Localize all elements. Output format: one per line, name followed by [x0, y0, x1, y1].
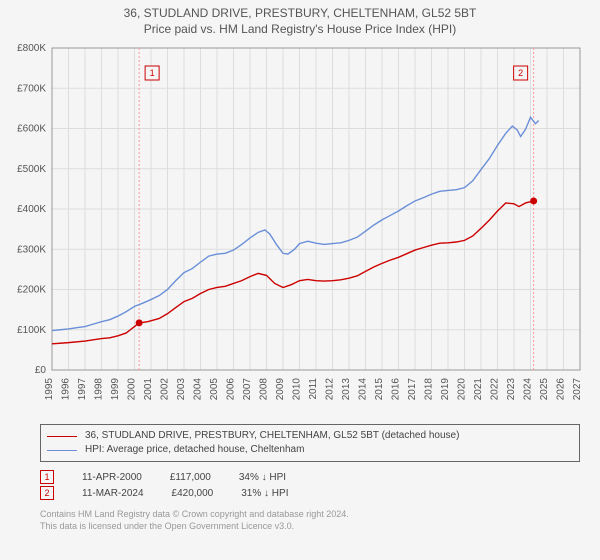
chart-subtitle: Price paid vs. HM Land Registry's House …: [0, 22, 600, 36]
svg-text:2004: 2004: [193, 378, 204, 401]
svg-text:1998: 1998: [94, 378, 105, 401]
svg-text:2017: 2017: [407, 378, 418, 401]
svg-text:2022: 2022: [490, 378, 501, 401]
svg-text:2008: 2008: [259, 378, 270, 401]
svg-text:2003: 2003: [176, 378, 187, 401]
event-row: 1 11-APR-2000 £117,000 34% ↓ HPI: [40, 470, 580, 484]
svg-text:2: 2: [518, 68, 523, 78]
svg-text:£200K: £200K: [17, 285, 46, 296]
svg-text:2024: 2024: [523, 378, 534, 401]
svg-text:2025: 2025: [539, 378, 550, 401]
event-price: £420,000: [172, 488, 214, 499]
event-date: 11-APR-2000: [82, 472, 142, 483]
svg-text:2000: 2000: [127, 378, 138, 401]
event-marker-icon: 2: [40, 486, 54, 500]
svg-text:£300K: £300K: [17, 244, 46, 255]
svg-text:2014: 2014: [358, 378, 369, 401]
legend-swatch: [47, 450, 77, 451]
legend: 36, STUDLAND DRIVE, PRESTBURY, CHELTENHA…: [40, 424, 580, 462]
svg-text:1999: 1999: [110, 378, 121, 401]
event-marker-icon: 1: [40, 470, 54, 484]
svg-text:1995: 1995: [44, 378, 55, 401]
svg-text:2016: 2016: [391, 378, 402, 401]
svg-text:2020: 2020: [457, 378, 468, 401]
svg-text:1996: 1996: [61, 378, 72, 401]
svg-text:1997: 1997: [77, 378, 88, 401]
svg-text:2027: 2027: [572, 378, 583, 401]
svg-text:2023: 2023: [506, 378, 517, 401]
footnote: Contains HM Land Registry data © Crown c…: [40, 508, 580, 532]
svg-text:2019: 2019: [440, 378, 451, 401]
svg-text:£0: £0: [35, 365, 47, 376]
svg-text:£400K: £400K: [17, 204, 46, 215]
svg-text:2013: 2013: [341, 378, 352, 401]
svg-text:2005: 2005: [209, 378, 220, 401]
svg-text:1: 1: [150, 68, 155, 78]
svg-text:2015: 2015: [374, 378, 385, 401]
event-date: 11-MAR-2024: [82, 488, 144, 499]
svg-text:£700K: £700K: [17, 83, 46, 94]
event-row: 2 11-MAR-2024 £420,000 31% ↓ HPI: [40, 486, 580, 500]
svg-text:£100K: £100K: [17, 325, 46, 336]
svg-text:2011: 2011: [308, 378, 319, 400]
legend-label: HPI: Average price, detached house, Chel…: [85, 443, 304, 457]
svg-text:2026: 2026: [556, 378, 567, 401]
svg-text:2018: 2018: [424, 378, 435, 401]
event-delta: 31% ↓ HPI: [241, 488, 288, 499]
svg-text:2012: 2012: [325, 378, 336, 401]
svg-text:2002: 2002: [160, 378, 171, 401]
svg-text:2001: 2001: [143, 378, 154, 401]
svg-text:£800K: £800K: [17, 43, 46, 54]
legend-item: 36, STUDLAND DRIVE, PRESTBURY, CHELTENHA…: [47, 429, 573, 443]
event-list: 1 11-APR-2000 £117,000 34% ↓ HPI 2 11-MA…: [40, 468, 580, 502]
chart-title: 36, STUDLAND DRIVE, PRESTBURY, CHELTENHA…: [0, 6, 600, 20]
svg-text:2007: 2007: [242, 378, 253, 401]
svg-text:2006: 2006: [226, 378, 237, 401]
svg-text:£500K: £500K: [17, 164, 46, 175]
event-price: £117,000: [170, 472, 211, 483]
chart-area: £0 £100K £200K £300K £400K £500K £600K £700K £80…: [0, 38, 600, 418]
svg-text:£600K: £600K: [17, 124, 46, 135]
event-delta: 34% ↓ HPI: [239, 472, 286, 483]
legend-label: 36, STUDLAND DRIVE, PRESTBURY, CHELTENHA…: [85, 429, 459, 443]
legend-item: HPI: Average price, detached house, Chel…: [47, 443, 573, 457]
svg-text:2009: 2009: [275, 378, 286, 401]
svg-text:2021: 2021: [473, 378, 484, 401]
svg-text:2010: 2010: [292, 378, 303, 401]
legend-swatch: [47, 436, 77, 437]
